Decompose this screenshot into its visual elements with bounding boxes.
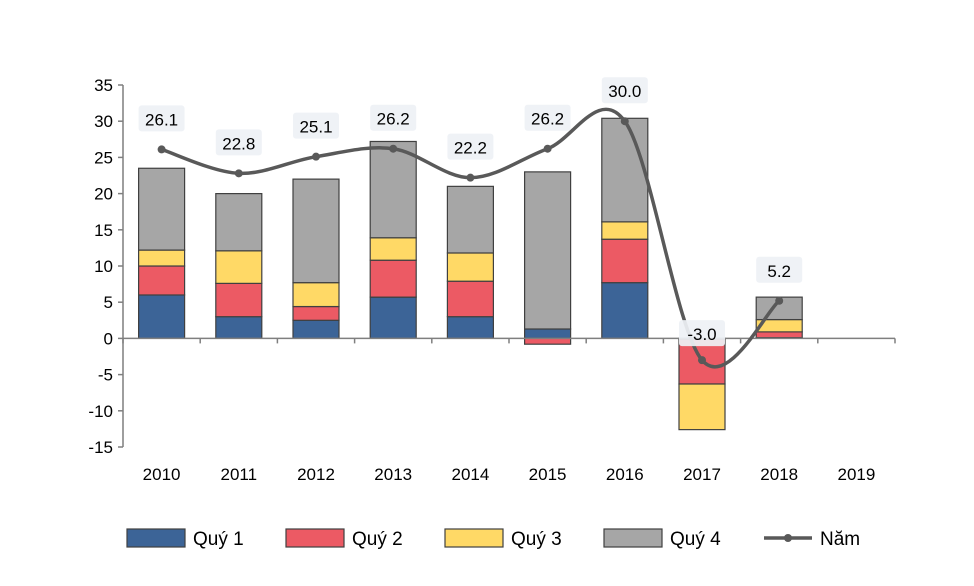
year-data-label: 22.2	[447, 133, 494, 160]
bar-segment-quy-2	[138, 265, 186, 296]
y-tick-label: 30	[94, 112, 113, 131]
legend-label: Quý 4	[670, 529, 721, 550]
bar-segment-quy-1	[601, 282, 649, 340]
data-label-text: 26.2	[531, 110, 564, 129]
year-data-label: 26.2	[370, 104, 417, 131]
bar-segment-quy-2	[215, 282, 263, 318]
x-tick-label: 2017	[683, 465, 721, 484]
legend-swatch-quy-2	[285, 528, 345, 548]
y-tick-label: 20	[94, 185, 113, 204]
bar-segment-quy-2	[755, 331, 803, 339]
data-label-text: -3.0	[687, 325, 716, 344]
y-tick-label: -5	[98, 366, 113, 385]
data-label-text: 30.0	[608, 82, 641, 101]
y-tick-label: 0	[104, 329, 113, 348]
bar-segment-quy-3	[601, 221, 649, 240]
year-data-label: 30.0	[601, 77, 648, 104]
y-tick-label: -10	[88, 402, 113, 421]
year-data-label: 26.1	[138, 105, 185, 132]
year-point	[157, 145, 166, 154]
bar-segment-quy-3	[446, 252, 494, 282]
y-tick-label: 15	[94, 221, 113, 240]
legend-label: Năm	[820, 529, 860, 550]
data-label-box	[293, 112, 339, 139]
bar-segment-quy-2	[523, 337, 572, 345]
bar-segment-quy-1	[292, 319, 340, 339]
x-tick-label: 2019	[837, 465, 875, 484]
data-label-text: 26.2	[377, 110, 410, 129]
legend-swatch-quy-1	[126, 528, 186, 548]
bar-segment-quy-2	[446, 280, 494, 318]
year-point	[466, 173, 475, 182]
data-label-box	[447, 133, 494, 160]
data-label-box	[138, 105, 185, 132]
x-tick-label: 2013	[374, 465, 412, 484]
year-data-label: 22.8	[215, 129, 262, 156]
x-tick-label: 2014	[451, 465, 489, 484]
year-point	[698, 356, 706, 365]
y-tick-label: 10	[94, 257, 113, 276]
data-label-box	[756, 256, 803, 283]
data-label-text: 26.1	[145, 110, 178, 129]
year-data-label: 25.1	[293, 112, 339, 139]
bar-segment-quy-3	[138, 249, 186, 267]
x-tick-label: 2015	[529, 465, 567, 484]
bar-segment-quy-4	[369, 140, 417, 239]
year-data-label: -3.0	[679, 320, 725, 347]
x-tick-label: 2018	[760, 465, 798, 484]
year-data-label: 26.2	[524, 104, 571, 131]
x-tick-label: 2010	[143, 465, 181, 484]
legend-swatch-quy-3	[444, 528, 504, 548]
bar-segment-quy-1	[523, 328, 572, 340]
bar-segment-quy-4	[601, 117, 649, 223]
bar-segment-quy-2	[369, 259, 417, 298]
data-label-box	[524, 104, 571, 131]
data-label-text: 25.1	[299, 118, 332, 137]
year-data-label: 5.2	[756, 256, 803, 283]
bar-segment-quy-1	[446, 316, 494, 339]
bar-segment-quy-4	[523, 171, 572, 330]
x-tick-label: 2012	[297, 465, 335, 484]
bar-segment-quy-2	[601, 238, 649, 284]
data-label-box	[679, 320, 725, 347]
legend-label: Quý 2	[352, 529, 403, 550]
bar-segment-quy-3	[369, 237, 417, 261]
year-point	[234, 169, 243, 178]
data-label-box	[601, 77, 648, 104]
year-point	[543, 144, 552, 153]
year-point	[389, 144, 398, 153]
bar-segment-quy-4	[292, 178, 340, 284]
bar-segment-quy-4	[446, 185, 494, 254]
bar-segment-quy-4	[138, 167, 186, 251]
data-label-box	[215, 129, 262, 156]
year-point	[620, 117, 629, 126]
bar-segment-quy-2	[292, 305, 340, 321]
data-label-text: 5.2	[767, 262, 791, 281]
y-tick-label: -15	[88, 438, 113, 457]
data-label-box	[370, 104, 417, 131]
legend-label: Quý 1	[193, 529, 244, 550]
legend-line-marker	[784, 534, 792, 542]
x-tick-label: 2011	[221, 465, 258, 484]
bar-segment-quy-3	[215, 250, 263, 284]
bar-segment-quy-1	[215, 316, 263, 339]
bar-segment-quy-3	[292, 282, 340, 308]
y-tick-label: 25	[94, 148, 113, 167]
bar-segment-quy-1	[369, 296, 417, 339]
year-point	[312, 152, 320, 161]
legend-label: Quý 3	[511, 529, 562, 550]
y-tick-label: 5	[104, 293, 113, 312]
data-label-text: 22.2	[454, 139, 487, 158]
y-tick-label: 35	[94, 76, 113, 95]
year-point	[775, 296, 784, 305]
bar-segment-quy-1	[138, 294, 186, 339]
bar-segment-quy-3	[678, 383, 726, 431]
data-label-text: 22.8	[222, 134, 255, 153]
bar-segment-quy-4	[215, 193, 263, 252]
legend-swatch-quy-4	[603, 528, 663, 548]
x-tick-label: 2016	[606, 465, 644, 484]
